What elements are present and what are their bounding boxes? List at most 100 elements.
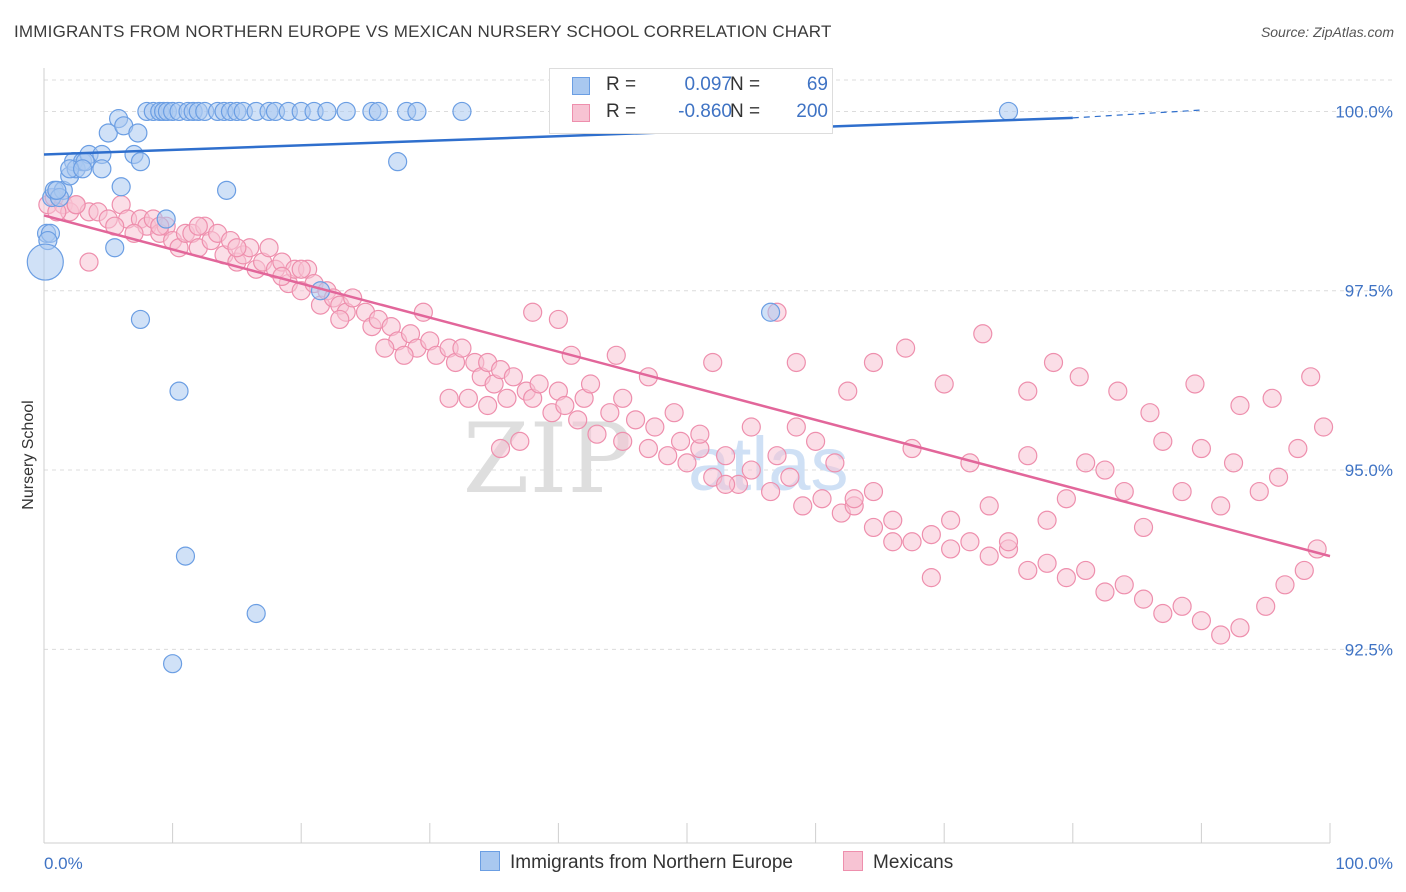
mexicans-point (1288, 438, 1308, 459)
mexicans-points (38, 187, 1334, 645)
mexicans-point (741, 417, 761, 437)
mexicans-point (1037, 510, 1057, 530)
mexicans-point (625, 410, 646, 430)
trend-lines (43, 109, 1331, 558)
mexicans-point (645, 417, 665, 437)
mexicans-point (715, 446, 736, 466)
mexicans-point (941, 539, 961, 559)
y-tick-label: 95.0% (1345, 461, 1393, 480)
mexicans-point (883, 510, 903, 530)
mexicans-point (375, 338, 395, 358)
mexicans-point (838, 381, 858, 401)
mexicans-point (548, 309, 569, 330)
bottom-legend-blue: Immigrants from Northern Europe (480, 851, 793, 874)
northern-europe-point (388, 152, 408, 172)
mexicans-point (1172, 596, 1192, 616)
mexicans-point (394, 345, 414, 365)
northern-europe-point (72, 159, 93, 179)
northern-europe-point (98, 123, 118, 143)
mexicans-point (79, 252, 99, 272)
x-tick-left: 0.0% (44, 854, 83, 873)
legend-r-value-pink: -0.860 (678, 101, 732, 122)
northern-europe-point (998, 101, 1019, 122)
bottom-legend-swatch-pink (843, 851, 863, 871)
mexicans-point (503, 367, 523, 387)
mexicans-point (1056, 568, 1076, 588)
northern-europe-point (111, 177, 131, 197)
mexicans-point (741, 460, 761, 480)
mexicans-point (1313, 417, 1334, 437)
bottom-legend-pink: Mexicans (843, 851, 953, 874)
northern-europe-point (760, 302, 781, 322)
mexicans-point (1172, 481, 1192, 502)
legend-n-value-pink: 200 (796, 101, 828, 122)
mexicans-point (1043, 352, 1064, 373)
mexicans-point (1018, 446, 1038, 466)
bottom-legend-label-pink: Mexicans (873, 852, 954, 873)
mexicans-point (921, 524, 941, 545)
mexicans-point (606, 345, 626, 365)
northern-europe-point (169, 381, 189, 401)
mexicans-point (490, 438, 511, 459)
mexicans-point (452, 338, 472, 358)
mexicans-point (1153, 431, 1173, 451)
mexicans-point (793, 496, 813, 516)
mexicans-point (1018, 381, 1038, 401)
mexicans-point (1108, 381, 1128, 401)
mexicans-point (960, 532, 980, 552)
mexicans-point (330, 309, 350, 330)
mexicans-point (1211, 496, 1231, 516)
mexicans-point (658, 446, 678, 466)
mexicans-point (227, 238, 247, 258)
source-label: Source: ZipAtlas.com (1260, 24, 1394, 40)
mexicans-point (1095, 460, 1115, 480)
northern-europe-point (128, 123, 148, 143)
mexicans-point (1056, 489, 1076, 509)
y-tick-labels: 100.0% 97.5% 95.0% 92.5% (1335, 102, 1393, 659)
chart-title: IMMIGRANTS FROM NORTHERN EUROPE VS MEXIC… (14, 22, 832, 41)
trend-line-mexicans (43, 214, 1331, 558)
mexicans-point (1095, 582, 1115, 602)
mexicans-point (600, 403, 620, 423)
northern-europe-point (163, 654, 183, 674)
y-tick-label: 92.5% (1345, 640, 1393, 659)
mexicans-point (979, 546, 999, 566)
mexicans-point (786, 352, 806, 373)
mexicans-point (439, 388, 459, 408)
northern-europe-point (130, 152, 151, 172)
bottom-legend-label-blue: Immigrants from Northern Europe (510, 852, 793, 873)
bottom-legend-swatch-blue (480, 851, 500, 871)
mexicans-point (1256, 596, 1276, 616)
mexicans-point (979, 496, 999, 516)
mexicans-point (497, 388, 517, 408)
legend-n-label: N = (730, 101, 761, 122)
mexicans-point (767, 446, 787, 466)
legend-n-label: N = (730, 74, 761, 95)
mexicans-point (613, 388, 633, 408)
mexicans-point (1185, 374, 1205, 394)
mexicans-point (1076, 560, 1096, 581)
mexicans-point (941, 510, 961, 530)
trend-line-northern-europe (43, 116, 1073, 156)
legend-swatch-blue (572, 77, 590, 95)
mexicans-point (458, 388, 478, 408)
stats-legend: R = 0.097 N = 69 R = -0.860 N = 200 (549, 68, 833, 134)
mexicans-point (863, 352, 884, 373)
mexicans-point (780, 467, 800, 487)
mexicans-point (1114, 575, 1134, 595)
mexicans-point (1223, 453, 1244, 473)
mexicans-point (896, 338, 916, 358)
northern-europe-point (105, 238, 125, 258)
legend-r-label: R = (606, 101, 637, 122)
mexicans-point (677, 453, 697, 473)
legend-r-label: R = (606, 74, 637, 95)
legend-n-value-blue: 69 (806, 74, 828, 95)
mexicans-point (902, 438, 922, 459)
mexicans-point (703, 352, 723, 373)
mexicans-point (973, 324, 993, 344)
mexicans-point (1153, 603, 1173, 624)
mexicans-point (1230, 395, 1250, 416)
mexicans-point (921, 568, 941, 588)
mexicans-point (715, 474, 736, 494)
